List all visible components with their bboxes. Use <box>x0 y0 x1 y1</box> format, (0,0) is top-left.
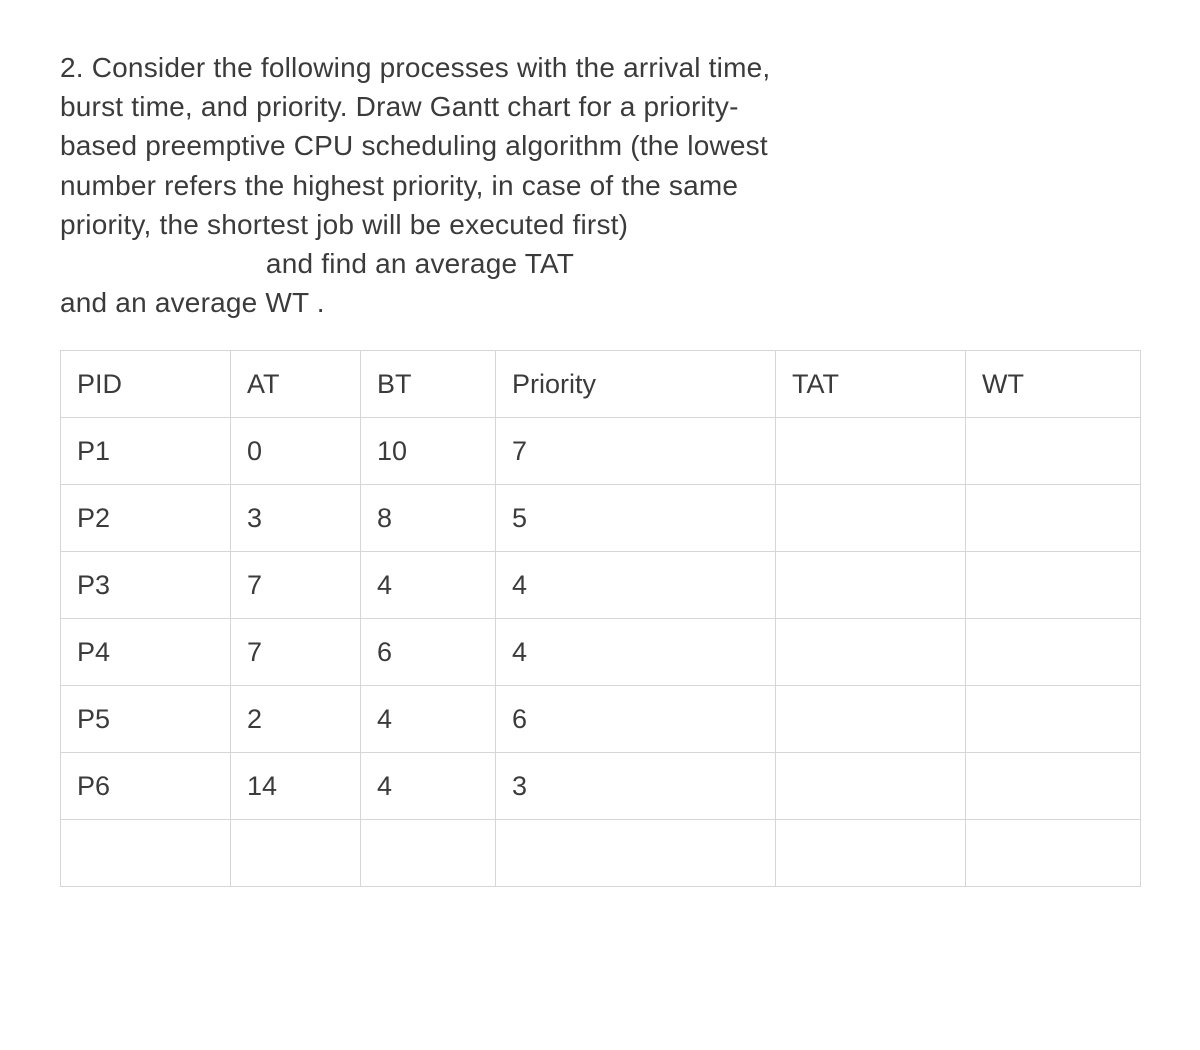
table-cell: 7 <box>496 418 776 485</box>
table-row: P61443 <box>61 753 1141 820</box>
table-cell <box>776 820 966 887</box>
question-text: 2. Consider the following processes with… <box>60 48 780 322</box>
table-row: P10107 <box>61 418 1141 485</box>
table-row <box>61 820 1141 887</box>
table-cell: P2 <box>61 485 231 552</box>
col-header-priority: Priority <box>496 351 776 418</box>
col-header-at: AT <box>231 351 361 418</box>
question-line1: 2. Consider the following processes with… <box>60 52 770 240</box>
table-cell: 4 <box>496 619 776 686</box>
col-header-tat: TAT <box>776 351 966 418</box>
process-table: PID AT BT Priority TAT WT P10107P2385P37… <box>60 350 1141 887</box>
table-cell: 10 <box>361 418 496 485</box>
table-cell: 5 <box>496 485 776 552</box>
table-cell <box>776 552 966 619</box>
process-table-body: P10107P2385P3744P4764P5246P61443 <box>61 418 1141 887</box>
table-header-row: PID AT BT Priority TAT WT <box>61 351 1141 418</box>
table-cell <box>776 753 966 820</box>
table-cell <box>966 753 1141 820</box>
table-cell <box>361 820 496 887</box>
table-cell: P4 <box>61 619 231 686</box>
table-cell: P5 <box>61 686 231 753</box>
table-cell: 4 <box>361 753 496 820</box>
table-cell: P3 <box>61 552 231 619</box>
table-cell: 4 <box>496 552 776 619</box>
table-cell: 0 <box>231 418 361 485</box>
table-cell <box>231 820 361 887</box>
table-cell: 7 <box>231 619 361 686</box>
col-header-pid: PID <box>61 351 231 418</box>
table-cell: 7 <box>231 552 361 619</box>
table-cell <box>61 820 231 887</box>
page-root: 2. Consider the following processes with… <box>0 0 1200 887</box>
table-cell: 6 <box>361 619 496 686</box>
table-cell <box>776 418 966 485</box>
table-cell <box>966 418 1141 485</box>
table-cell <box>966 686 1141 753</box>
table-cell: P6 <box>61 753 231 820</box>
table-cell <box>966 619 1141 686</box>
table-cell: 6 <box>496 686 776 753</box>
question-line3: and an average WT . <box>60 283 780 322</box>
table-cell <box>776 686 966 753</box>
table-cell <box>966 485 1141 552</box>
table-cell: 4 <box>361 552 496 619</box>
table-cell <box>776 619 966 686</box>
table-row: P5246 <box>61 686 1141 753</box>
table-cell: 3 <box>496 753 776 820</box>
table-cell <box>966 820 1141 887</box>
question-line2: and find an average TAT <box>60 244 780 283</box>
table-row: P3744 <box>61 552 1141 619</box>
table-cell: 4 <box>361 686 496 753</box>
table-cell: 8 <box>361 485 496 552</box>
table-row: P4764 <box>61 619 1141 686</box>
col-header-bt: BT <box>361 351 496 418</box>
table-cell: 14 <box>231 753 361 820</box>
table-cell <box>496 820 776 887</box>
table-cell: 3 <box>231 485 361 552</box>
table-cell <box>776 485 966 552</box>
table-cell: P1 <box>61 418 231 485</box>
col-header-wt: WT <box>966 351 1141 418</box>
table-row: P2385 <box>61 485 1141 552</box>
table-cell: 2 <box>231 686 361 753</box>
table-cell <box>966 552 1141 619</box>
